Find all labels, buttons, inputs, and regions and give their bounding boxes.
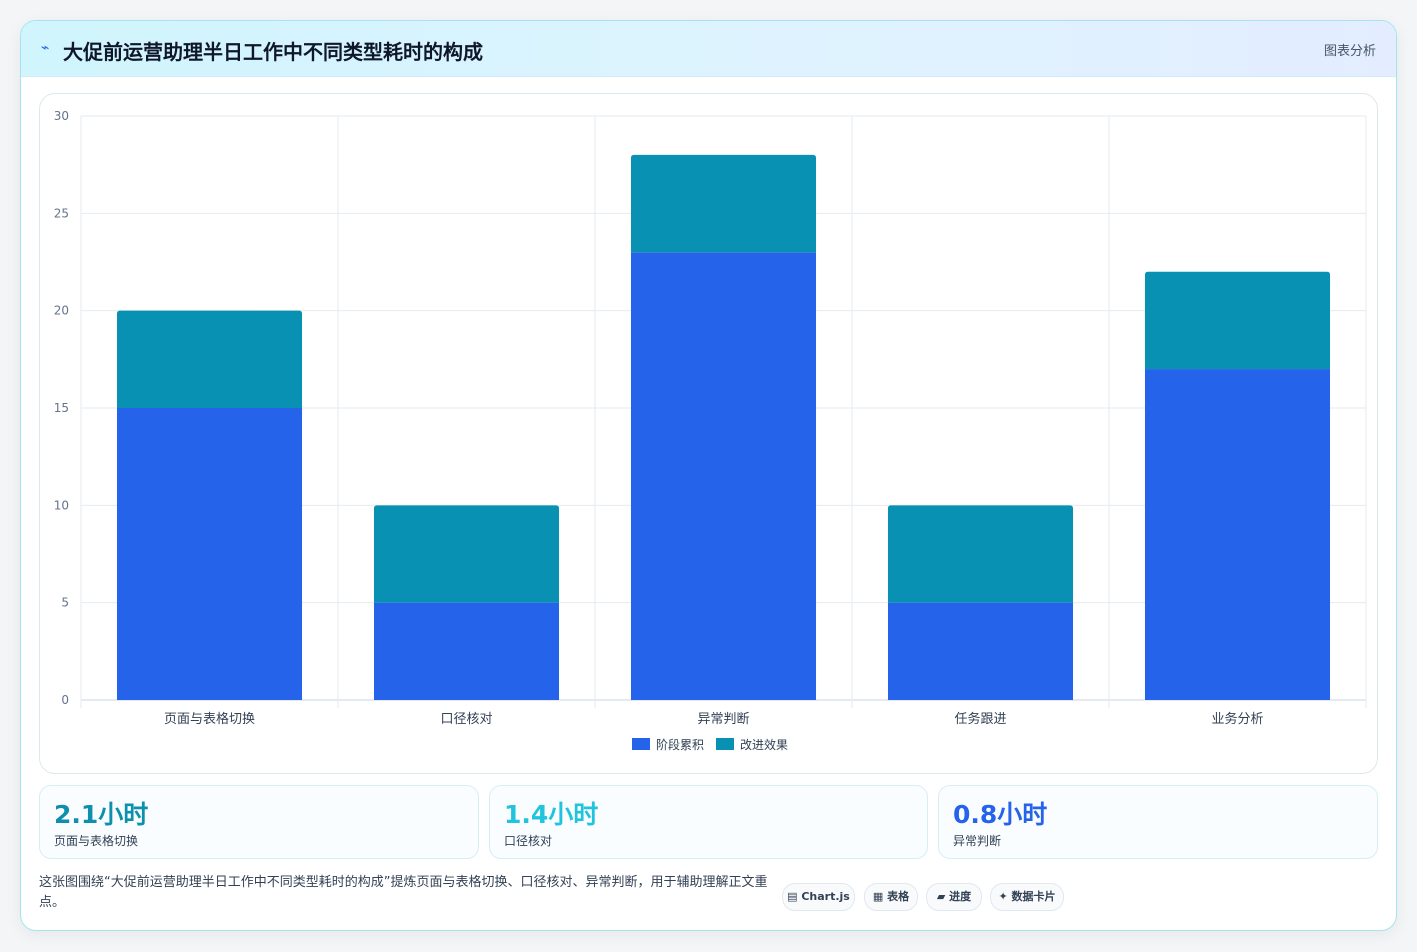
chart-analysis-tag: 图表分析: [1323, 44, 1376, 59]
chart-panel: ⌁ 大促前运营助理半日工作中不同类型耗时的构成 图表分析 0 5 10 15 20 25 3…: [20, 20, 1397, 931]
x-tick-label: 任务跟进: [954, 711, 1006, 727]
chip-progress[interactable]: ▰ 进度: [926, 883, 982, 911]
y-tick-label: 5: [61, 596, 69, 610]
bar-segment: [630, 252, 817, 700]
bar-segment: [116, 310, 303, 408]
legend-swatch: [716, 738, 734, 750]
bar-segment: [630, 154, 817, 253]
stat-value-1: 2.1小时: [54, 800, 149, 829]
x-tick-label: 异常判断: [697, 712, 749, 727]
x-tick-label: 口径核对: [440, 712, 492, 727]
panel-header: ⌁ 大促前运营助理半日工作中不同类型耗时的构成 图表分析: [21, 21, 1396, 77]
y-tick-label: 0: [61, 693, 69, 707]
stat-card-2: 1.4小时 口径核对: [489, 785, 928, 859]
bar-segment: [887, 505, 1074, 603]
legend-label: 阶段累积: [656, 737, 704, 752]
y-tick-label: 15: [54, 401, 69, 415]
sparkline-icon: ⌁: [41, 40, 50, 56]
x-tick-label: 页面与表格切换: [164, 711, 255, 727]
page-title: 大促前运营助理半日工作中不同类型耗时的构成: [63, 40, 483, 64]
bar-segment: [373, 505, 560, 603]
stat-label-3: 异常判断: [953, 834, 1002, 848]
bar-segment: [1144, 369, 1331, 700]
legend-swatch: [632, 738, 650, 750]
y-tick-label: 10: [54, 498, 69, 512]
stat-value-2: 1.4小时: [504, 800, 599, 829]
bar-segment: [373, 602, 560, 700]
legend-label: 改进效果: [740, 737, 788, 752]
stat-label-2: 口径核对: [504, 834, 553, 848]
y-tick-label: 20: [54, 304, 69, 318]
y-tick-label: 25: [54, 206, 69, 220]
chip-table[interactable]: ▦ 表格: [864, 883, 918, 911]
bar-segment: [1144, 271, 1331, 370]
y-tick-label: 30: [54, 109, 69, 123]
stat-card-1: 2.1小时 页面与表格切换: [39, 785, 479, 859]
chart-description: 这张图围绕“大促前运营助理半日工作中不同类型耗时的构成”提炼页面与表格切换、口径…: [39, 875, 768, 910]
stat-card-3: 0.8小时 异常判断: [938, 785, 1378, 859]
stat-value-3: 0.8小时: [953, 800, 1048, 829]
chart-card: 0 5 10 15 20 25 30 页面与表格切换 口径核对 异常判断 任务跟进 业务分析阶段累积 改…: [39, 93, 1378, 774]
chip-data-card[interactable]: ✦ 数据卡片: [990, 883, 1064, 911]
stat-label-1: 页面与表格切换: [54, 834, 139, 848]
x-tick-label: 业务分析: [1211, 711, 1263, 727]
chip-chartjs[interactable]: ▤ Chart.js: [782, 883, 855, 911]
bar-segment: [887, 602, 1074, 700]
bar-segment: [116, 408, 303, 700]
